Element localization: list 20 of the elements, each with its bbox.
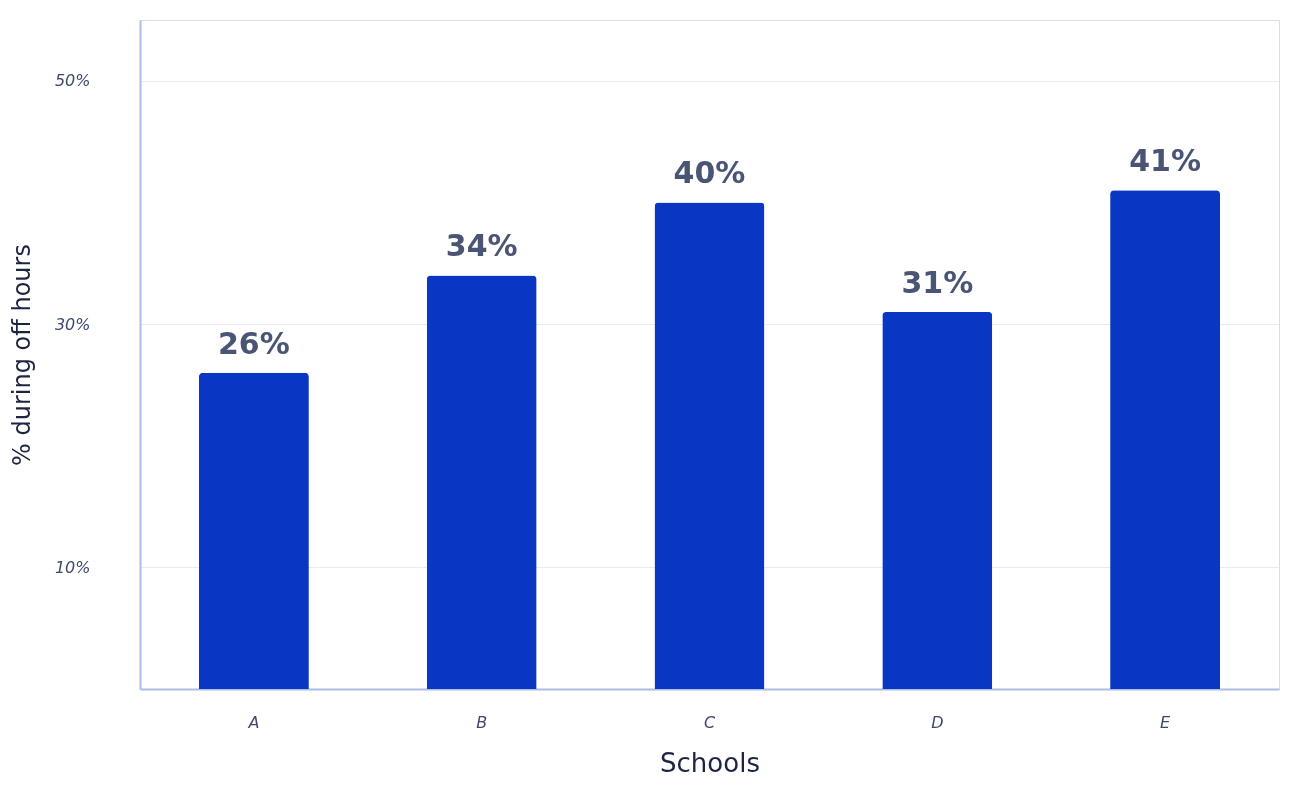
bar: [882, 311, 993, 689]
x-tick-label: C: [703, 712, 716, 732]
y-axis-title: % during off hours: [7, 244, 36, 466]
y-tick-label: 30%: [54, 314, 91, 334]
data-label: 34%: [445, 228, 518, 264]
x-tick-label: D: [931, 712, 944, 732]
data-label: 26%: [217, 325, 290, 361]
y-tick-label: 50%: [54, 71, 91, 91]
bar: [426, 275, 537, 689]
y-tick-label: 10%: [54, 557, 91, 577]
x-tick-label: B: [476, 712, 488, 732]
x-axis-title: Schools: [660, 747, 760, 778]
x-tick-label: E: [1160, 712, 1172, 732]
bar: [198, 372, 309, 689]
data-label: 41%: [1129, 143, 1202, 179]
data-label: 31%: [901, 264, 974, 300]
bar: [1110, 190, 1221, 689]
x-tick-label: A: [247, 712, 260, 732]
bar: [654, 202, 765, 689]
data-label: 40%: [673, 155, 746, 191]
